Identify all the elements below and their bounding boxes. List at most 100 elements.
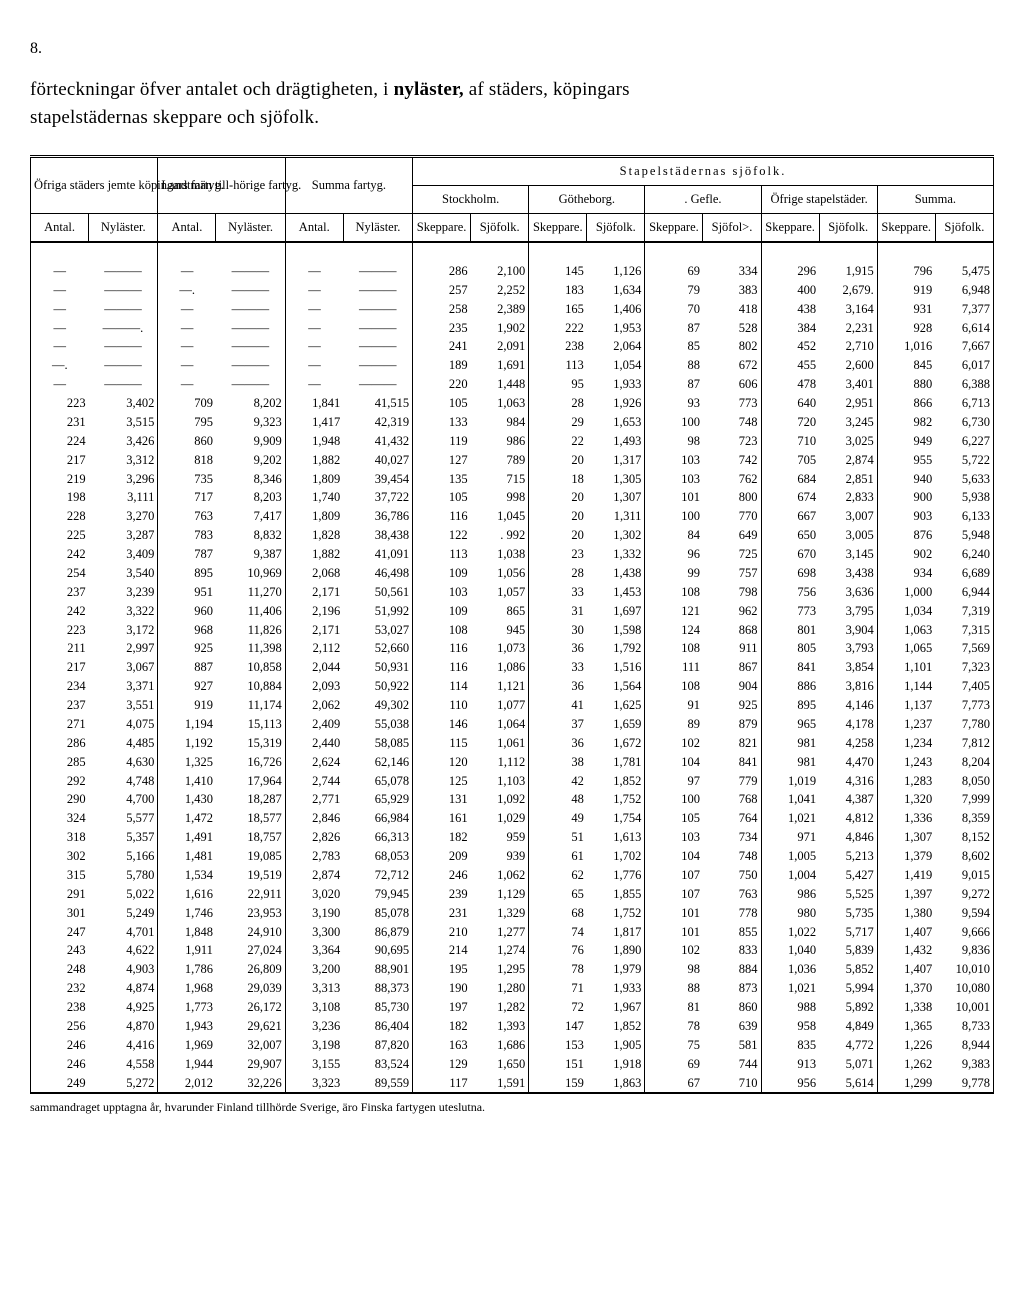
table-cell: 151 bbox=[529, 1055, 587, 1074]
table-cell: 65,929 bbox=[343, 790, 412, 809]
table-cell: 103 bbox=[413, 583, 471, 602]
table-cell: 1,137 bbox=[877, 696, 935, 715]
table-cell: 438 bbox=[761, 300, 819, 319]
table-cell: 153 bbox=[529, 1036, 587, 1055]
table-cell: 10,969 bbox=[216, 564, 285, 583]
table-cell: 1,406 bbox=[587, 300, 645, 319]
table-cell: 904 bbox=[703, 677, 761, 696]
table-cell: 116 bbox=[413, 507, 471, 526]
table-cell: 1,045 bbox=[471, 507, 529, 526]
table-cell: 962 bbox=[703, 602, 761, 621]
table-cell: 105 bbox=[413, 488, 471, 507]
table-cell: 69 bbox=[645, 1055, 703, 1074]
table-cell: 884 bbox=[703, 960, 761, 979]
table-cell: ——— bbox=[89, 300, 158, 319]
table-cell: 1,034 bbox=[877, 602, 935, 621]
table-cell: 773 bbox=[761, 602, 819, 621]
table-cell: 1,407 bbox=[877, 960, 935, 979]
table-cell: 10,001 bbox=[935, 998, 993, 1017]
table-cell: 42 bbox=[529, 772, 587, 791]
table-cell: 5,249 bbox=[89, 904, 158, 923]
table-cell: 91 bbox=[645, 696, 703, 715]
page-title: förteckningar öfver antalet och drägtigh… bbox=[30, 76, 994, 131]
table-cell: 109 bbox=[413, 602, 471, 621]
table-cell: 198 bbox=[31, 488, 89, 507]
table-row: 2434,6221,91127,0243,36490,6952141,27476… bbox=[31, 941, 994, 960]
table-cell: 243 bbox=[31, 941, 89, 960]
table-cell: 26,172 bbox=[216, 998, 285, 1017]
table-cell: 4,622 bbox=[89, 941, 158, 960]
table-cell: 113 bbox=[413, 545, 471, 564]
table-row: 2253,2877838,8321,82838,438122. 992201,3… bbox=[31, 526, 994, 545]
table-cell: 2,196 bbox=[285, 602, 343, 621]
table-cell: 296 bbox=[761, 262, 819, 281]
table-cell: 52,660 bbox=[343, 639, 412, 658]
table-cell: 9,202 bbox=[216, 451, 285, 470]
table-cell: 998 bbox=[471, 488, 529, 507]
table-cell: 48 bbox=[529, 790, 587, 809]
table-cell: 7,812 bbox=[935, 734, 993, 753]
table-cell: 1,752 bbox=[587, 904, 645, 923]
table-cell: 246 bbox=[413, 866, 471, 885]
table-row: 2543,54089510,9692,06846,4981091,056281,… bbox=[31, 564, 994, 583]
table-cell: 1,311 bbox=[587, 507, 645, 526]
table-cell: 959 bbox=[471, 828, 529, 847]
table-cell: 241 bbox=[413, 337, 471, 356]
table-cell: 4,558 bbox=[89, 1055, 158, 1074]
table-cell: 855 bbox=[703, 923, 761, 942]
table-cell: 1,746 bbox=[158, 904, 216, 923]
table-cell: 290 bbox=[31, 790, 89, 809]
table-cell: 478 bbox=[761, 375, 819, 394]
table-cell: 5,272 bbox=[89, 1074, 158, 1094]
table-cell: 1,933 bbox=[587, 979, 645, 998]
table-cell: 72 bbox=[529, 998, 587, 1017]
table-cell: 384 bbox=[761, 319, 819, 338]
table-cell: 1,430 bbox=[158, 790, 216, 809]
table-cell: 46,498 bbox=[343, 564, 412, 583]
table-cell: 120 bbox=[413, 753, 471, 772]
table-cell: 667 bbox=[761, 507, 819, 526]
table-cell: 1,103 bbox=[471, 772, 529, 791]
table-cell: 2,100 bbox=[471, 262, 529, 281]
table-cell: 7,405 bbox=[935, 677, 993, 696]
table-cell: 2,068 bbox=[285, 564, 343, 583]
table-cell: 1,564 bbox=[587, 677, 645, 696]
table-cell: 9,836 bbox=[935, 941, 993, 960]
table-cell: 9,594 bbox=[935, 904, 993, 923]
table-cell: 757 bbox=[703, 564, 761, 583]
hdr-skeppare: Skeppare. bbox=[645, 214, 703, 243]
spacer-cell bbox=[529, 242, 587, 262]
table-cell: 2,951 bbox=[819, 394, 877, 413]
table-cell: 7,315 bbox=[935, 621, 993, 640]
table-row: 2423,32296011,4062,19651,992109865311,69… bbox=[31, 602, 994, 621]
table-cell: 1,338 bbox=[877, 998, 935, 1017]
table-cell: 49,302 bbox=[343, 696, 412, 715]
hdr-sjofolk-b: Sjöfol>. bbox=[703, 214, 761, 243]
table-cell: 15,113 bbox=[216, 715, 285, 734]
table-cell: 795 bbox=[158, 413, 216, 432]
table-cell: 1,863 bbox=[587, 1074, 645, 1094]
table-cell: 2,600 bbox=[819, 356, 877, 375]
table-cell: 1,911 bbox=[158, 941, 216, 960]
table-cell: 927 bbox=[158, 677, 216, 696]
table-cell: — bbox=[31, 262, 89, 281]
table-cell: — bbox=[31, 319, 89, 338]
table-cell: 1,226 bbox=[877, 1036, 935, 1055]
table-cell: 2,044 bbox=[285, 658, 343, 677]
table-cell: 9,666 bbox=[935, 923, 993, 942]
table-cell: 802 bbox=[703, 337, 761, 356]
table-cell: 4,387 bbox=[819, 790, 877, 809]
table-cell: — bbox=[31, 300, 89, 319]
table-cell: ——— bbox=[343, 262, 412, 281]
table-cell: 762 bbox=[703, 470, 761, 489]
table-cell: 223 bbox=[31, 394, 89, 413]
table-cell: 3,636 bbox=[819, 583, 877, 602]
table-cell: 5,892 bbox=[819, 998, 877, 1017]
table-cell: 8,832 bbox=[216, 526, 285, 545]
table-cell: 55,038 bbox=[343, 715, 412, 734]
table-cell: 1,659 bbox=[587, 715, 645, 734]
hdr-sjofolk: Sjöfolk. bbox=[935, 214, 993, 243]
table-cell: 217 bbox=[31, 451, 89, 470]
table-cell: 246 bbox=[31, 1036, 89, 1055]
table-cell: 104 bbox=[645, 753, 703, 772]
